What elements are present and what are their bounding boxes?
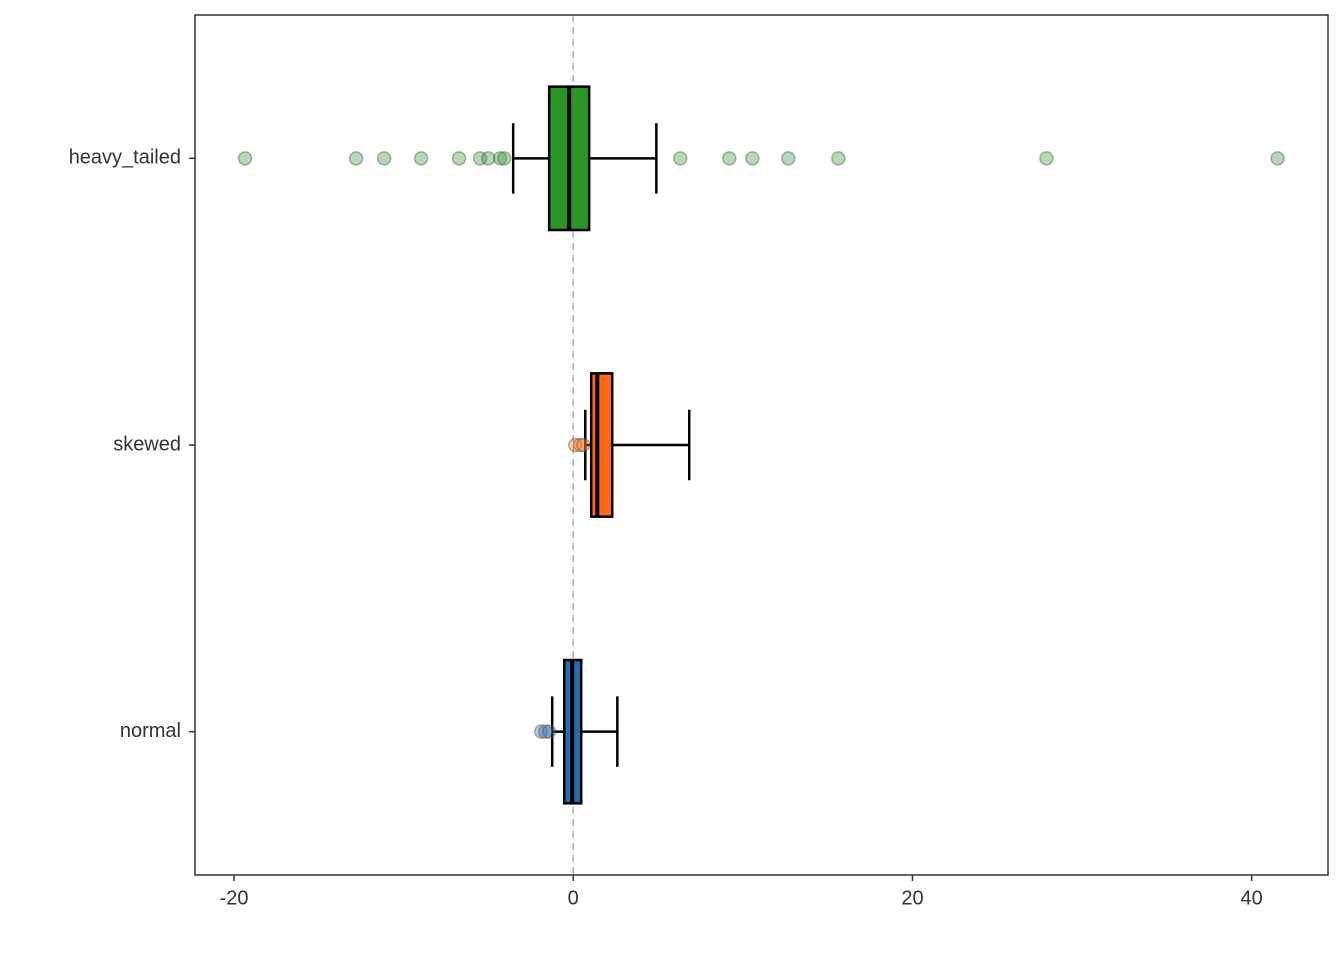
outlier bbox=[492, 151, 508, 166]
plot-frame bbox=[194, 14, 1329, 876]
outlier bbox=[1270, 151, 1285, 166]
outlier bbox=[572, 437, 588, 453]
outlier bbox=[348, 151, 364, 166]
outlier bbox=[568, 437, 583, 453]
y-tick-label: normal bbox=[120, 720, 181, 742]
y-tick-label: skewed bbox=[113, 433, 181, 455]
outlier bbox=[451, 151, 467, 166]
box bbox=[589, 372, 614, 518]
outlier bbox=[481, 151, 496, 166]
y-tick-label: heavy_tailed bbox=[69, 147, 181, 169]
outlier bbox=[722, 151, 737, 166]
outlier bbox=[831, 151, 846, 166]
outlier bbox=[541, 724, 557, 739]
x-tick-label: 0 bbox=[568, 887, 579, 909]
outlier bbox=[237, 151, 253, 166]
outlier bbox=[781, 151, 796, 166]
x-tick-label: -20 bbox=[220, 887, 249, 909]
outlier bbox=[1039, 151, 1054, 166]
x-tick-label: 20 bbox=[901, 887, 923, 909]
outlier bbox=[533, 724, 549, 739]
outlier bbox=[376, 151, 392, 166]
outlier bbox=[673, 151, 688, 166]
outlier bbox=[575, 437, 591, 453]
outlier bbox=[745, 151, 760, 166]
outlier bbox=[537, 724, 553, 739]
outlier bbox=[472, 151, 488, 166]
x-tick-label: 40 bbox=[1241, 887, 1263, 909]
outlier bbox=[413, 151, 429, 166]
outlier bbox=[496, 151, 512, 166]
